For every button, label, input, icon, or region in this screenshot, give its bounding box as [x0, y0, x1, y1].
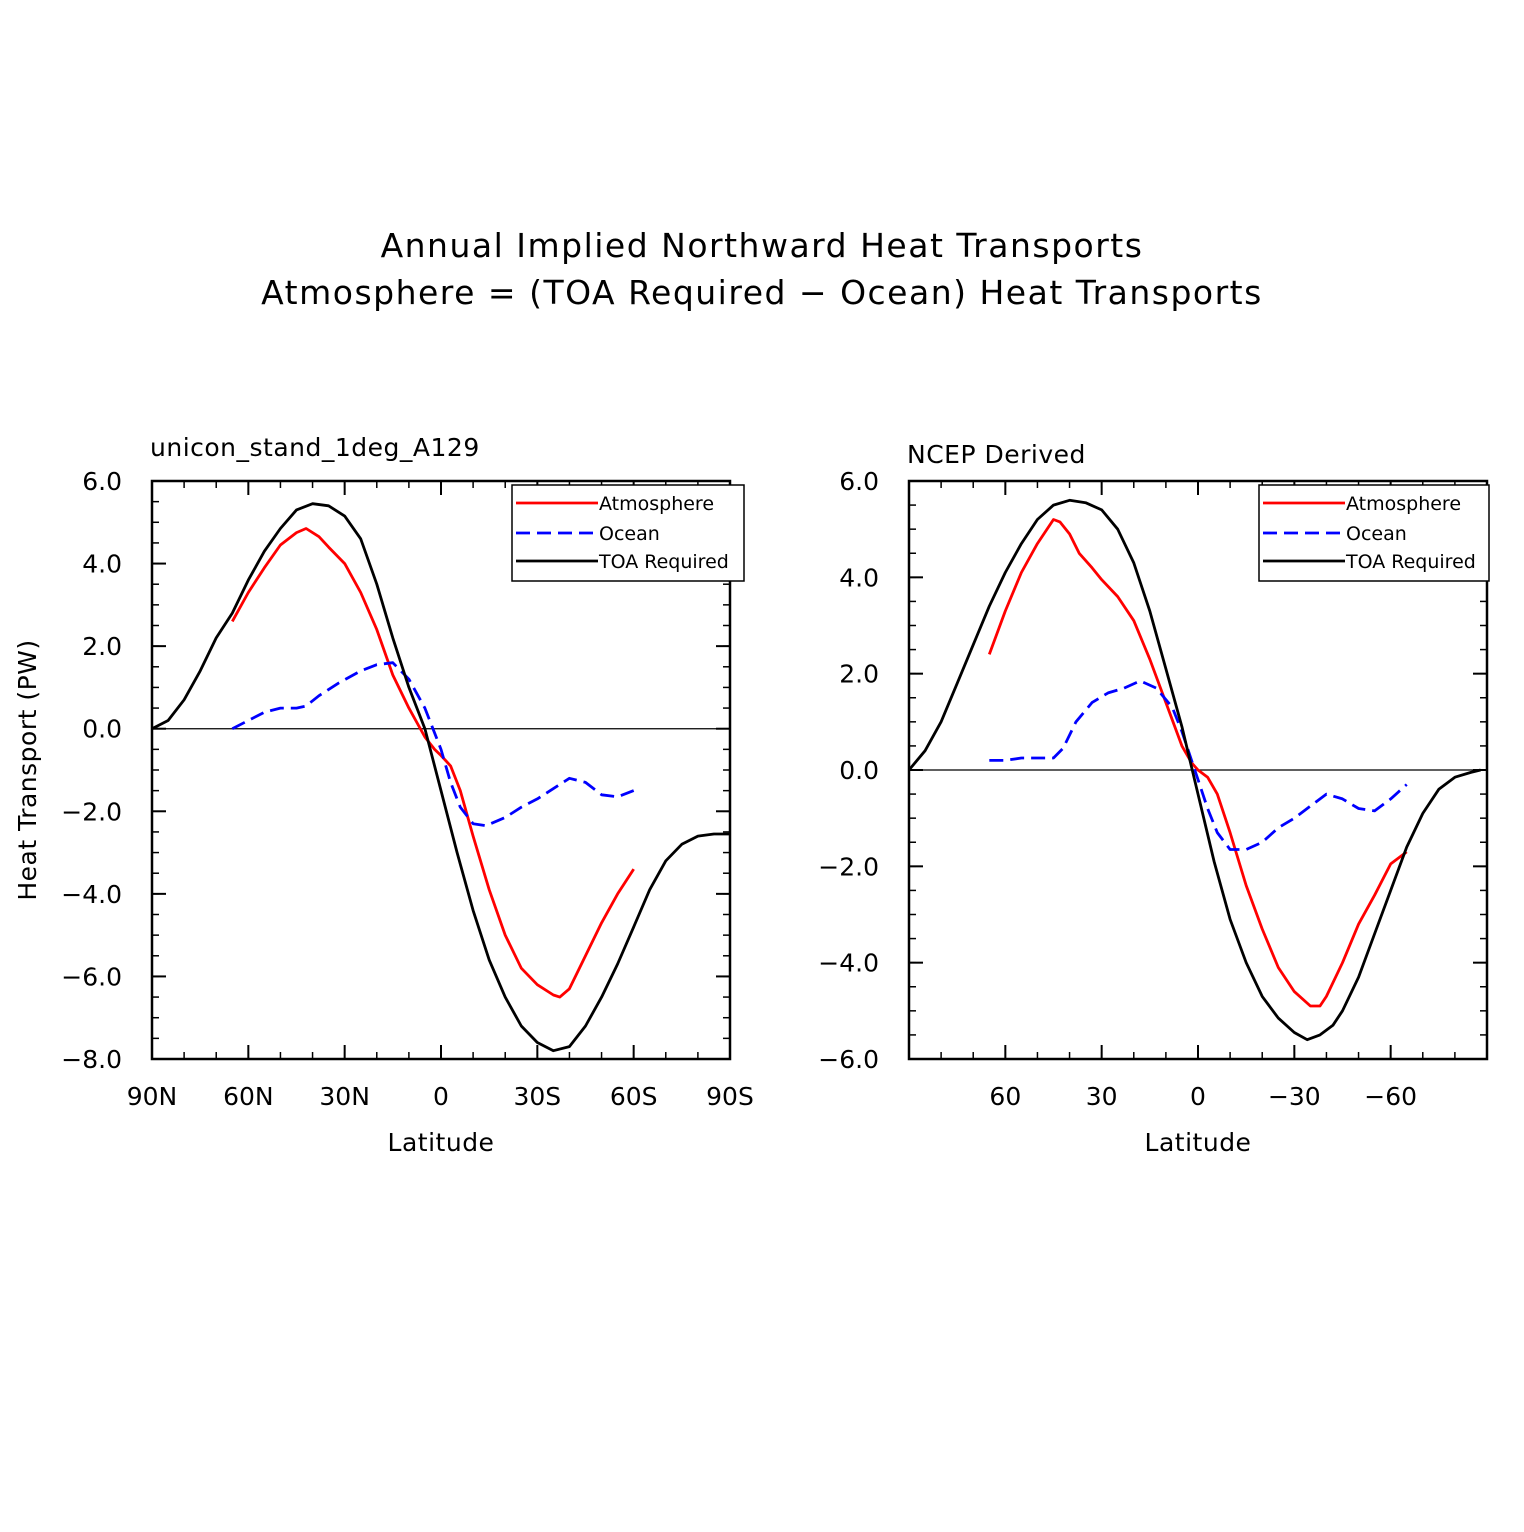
series-line-toa-required	[907, 498, 1481, 1042]
series-line-atmosphere	[231, 527, 635, 999]
legend-label: TOA Required	[598, 551, 729, 573]
main-title-line1: Annual Implied Northward Heat Transports	[381, 226, 1144, 265]
y-tick-label: 2.0	[82, 632, 122, 661]
y-tick-label: −2.0	[818, 852, 879, 881]
legend-label: TOA Required	[1345, 551, 1476, 573]
x-tick-label: 0	[1190, 1082, 1206, 1111]
legend-label: Ocean	[1346, 523, 1407, 545]
x-axis-label: Latitude	[388, 1128, 495, 1157]
legend: Atmosphere Ocean TOA Required	[511, 484, 745, 582]
y-tick-label: −4.0	[61, 880, 122, 909]
series-line-toa-required	[151, 502, 730, 1053]
y-axis-label: Heat Transport (PW)	[13, 639, 42, 900]
x-tick-label: 60	[989, 1082, 1021, 1111]
x-tick-label: −60	[1364, 1082, 1417, 1111]
y-tick-label: 4.0	[82, 550, 122, 579]
legend-label: Atmosphere	[1346, 493, 1461, 515]
y-tick-label: −8.0	[61, 1045, 122, 1074]
chart-panel-2: NCEP Derived 60 30 0 −30 −60 6.0 4.0 2.0 0.0 −2.0 −…	[818, 440, 1490, 1157]
x-tick-label: 30N	[319, 1082, 370, 1111]
y-tick-label: 4.0	[839, 563, 879, 592]
y-tick-label: 6.0	[839, 467, 879, 496]
y-tick-label: −4.0	[818, 949, 879, 978]
x-tick-label: −30	[1268, 1082, 1321, 1111]
x-tick-label: 60N	[223, 1082, 274, 1111]
legend: Atmosphere Ocean TOA Required	[1258, 484, 1490, 582]
x-tick-label: 90S	[706, 1082, 754, 1111]
chart-panel-1: unicon_stand_1deg_A129 90N 60N 30N 0 30S 60S 90…	[13, 433, 754, 1157]
panel-title: unicon_stand_1deg_A129	[150, 433, 480, 462]
x-tick-label: 60S	[610, 1082, 658, 1111]
x-axis-label: Latitude	[1145, 1128, 1252, 1157]
legend-label: Atmosphere	[599, 493, 714, 515]
y-tick-label: 6.0	[82, 467, 122, 496]
chart-panels: unicon_stand_1deg_A129 90N 60N 30N 0 30S 60S 90…	[13, 433, 1490, 1157]
series-line-atmosphere	[987, 518, 1408, 1008]
x-tick-label: 30S	[513, 1082, 561, 1111]
y-tick-label: 2.0	[839, 660, 879, 689]
legend-label: Ocean	[599, 523, 660, 545]
y-tick-label: −6.0	[818, 1045, 879, 1074]
y-tick-label: 0.0	[82, 715, 122, 744]
plot-frame	[150, 479, 732, 1061]
series-line-ocean	[989, 679, 1408, 851]
series-line-ocean	[231, 661, 635, 828]
y-tick-label: 0.0	[839, 756, 879, 785]
x-tick-label: 30	[1086, 1082, 1118, 1111]
y-tick-label: −2.0	[61, 797, 122, 826]
y-tick-label: −6.0	[61, 962, 122, 991]
main-title-line2: Atmosphere = (TOA Required − Ocean) Heat…	[261, 273, 1263, 312]
x-tick-label: 90N	[127, 1082, 178, 1111]
plot-frame	[907, 479, 1489, 1061]
x-tick-label: 0	[433, 1082, 449, 1111]
panel-title: NCEP Derived	[907, 440, 1086, 469]
